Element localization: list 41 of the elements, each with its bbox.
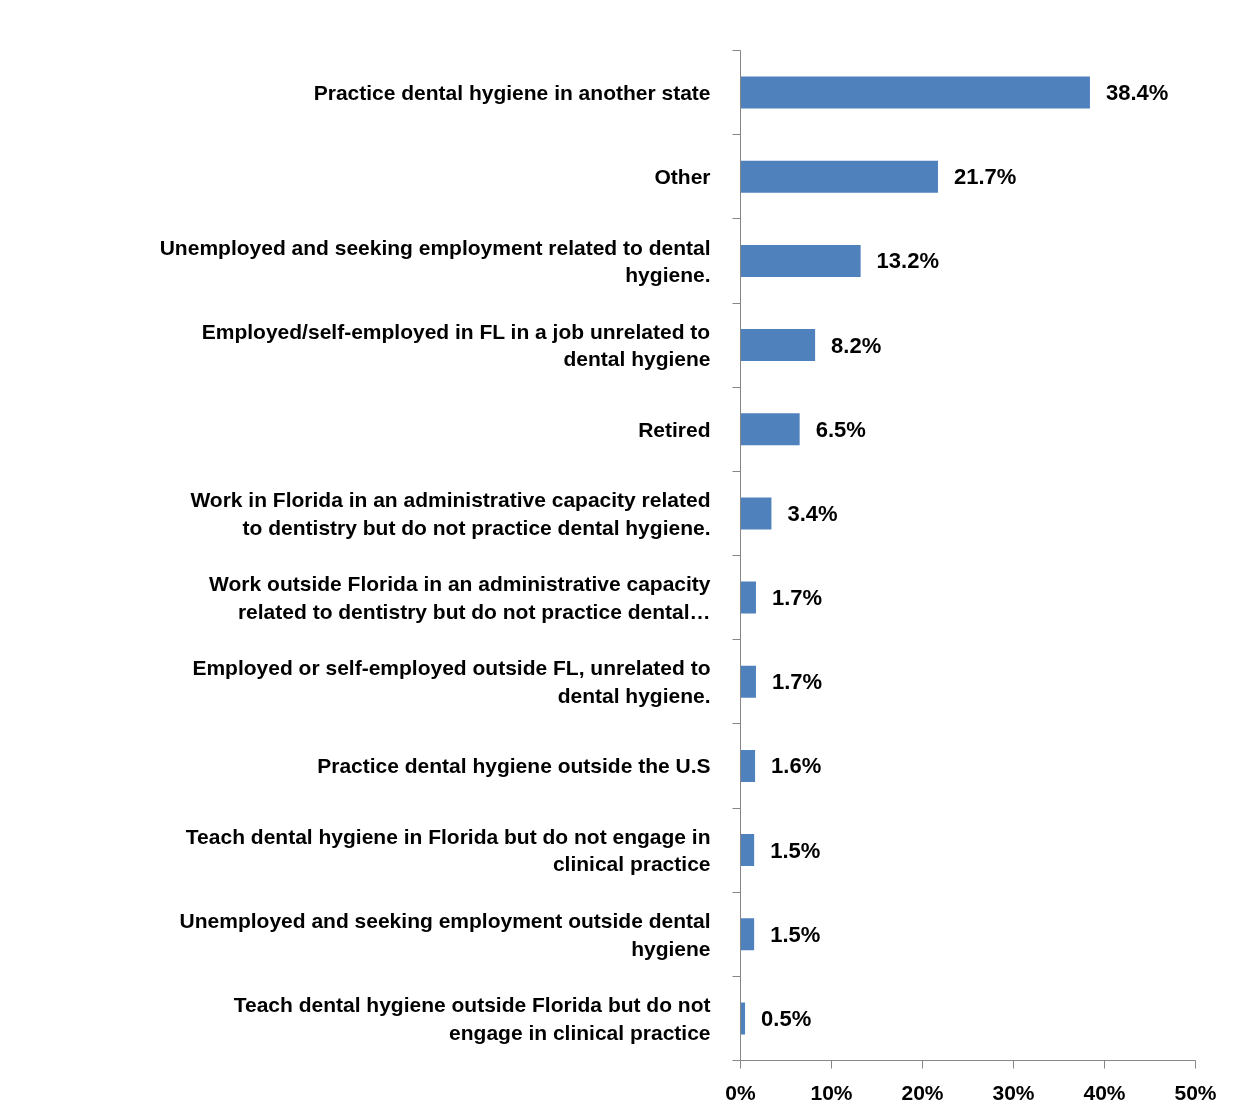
y-tick-label: Teach dental hygiene in Florida but do not engage in clinical practice bbox=[185, 824, 711, 876]
x-tick-label: 10% bbox=[810, 1080, 853, 1104]
data-label: 6.5% bbox=[815, 416, 866, 442]
data-label: 38.4% bbox=[1105, 80, 1169, 106]
x-tick-label: 30% bbox=[992, 1080, 1035, 1104]
y-tick-label: Work in Florida in an administrative capacity related to dentistry but do not practice dental hygiene. bbox=[190, 488, 711, 539]
bar bbox=[740, 665, 756, 698]
bar bbox=[740, 918, 755, 951]
y-tick-label: Practice dental hygiene in another state bbox=[313, 81, 711, 105]
y-tick-label: Other bbox=[654, 165, 711, 189]
y-tick-label: Teach dental hygiene outside Florida but do not engage in clinical practice bbox=[233, 993, 711, 1044]
data-label: 1.5% bbox=[770, 921, 821, 947]
bar bbox=[740, 76, 1090, 109]
y-tick-label: Work outside Florida in an administrative capacity related to dentistry but do not practice dental… bbox=[209, 572, 711, 623]
bar bbox=[740, 834, 755, 867]
bar bbox=[740, 329, 816, 362]
y-tick-label: Unemployed and seeking employment related to dental hygiene. bbox=[159, 235, 711, 287]
y-tick-label: Unemployed and seeking employment outside dental hygiene bbox=[179, 908, 711, 960]
data-label: 3.4% bbox=[787, 500, 838, 526]
bar bbox=[740, 160, 938, 193]
y-tick-label: Practice dental hygiene outside the U.S bbox=[317, 754, 711, 778]
bar bbox=[740, 581, 756, 614]
data-label: 0.5% bbox=[761, 1005, 812, 1031]
bar bbox=[740, 244, 861, 277]
data-label: 1.5% bbox=[770, 837, 821, 863]
x-tick-label: 50% bbox=[1174, 1080, 1217, 1104]
x-tick-label: 40% bbox=[1083, 1080, 1126, 1104]
bar bbox=[740, 749, 756, 782]
data-label: 21.7% bbox=[953, 164, 1017, 190]
x-tick-label: 0% bbox=[725, 1080, 756, 1104]
bar bbox=[740, 497, 772, 530]
data-label: 8.2% bbox=[831, 332, 882, 358]
x-tick-label: 20% bbox=[901, 1080, 944, 1104]
data-label: 1.7% bbox=[771, 585, 823, 611]
data-label: 13.2% bbox=[876, 248, 940, 274]
y-tick-label: Employed or self-employed outside FL, unrelated to dental hygiene. bbox=[192, 656, 711, 708]
bar bbox=[740, 413, 800, 446]
data-label: 1.6% bbox=[771, 753, 822, 779]
data-label: 1.7% bbox=[771, 669, 823, 695]
y-tick-label: Retired bbox=[638, 417, 711, 441]
y-tick-label: Employed/self-employed in FL in a job unrelated to dental hygiene bbox=[201, 319, 711, 371]
